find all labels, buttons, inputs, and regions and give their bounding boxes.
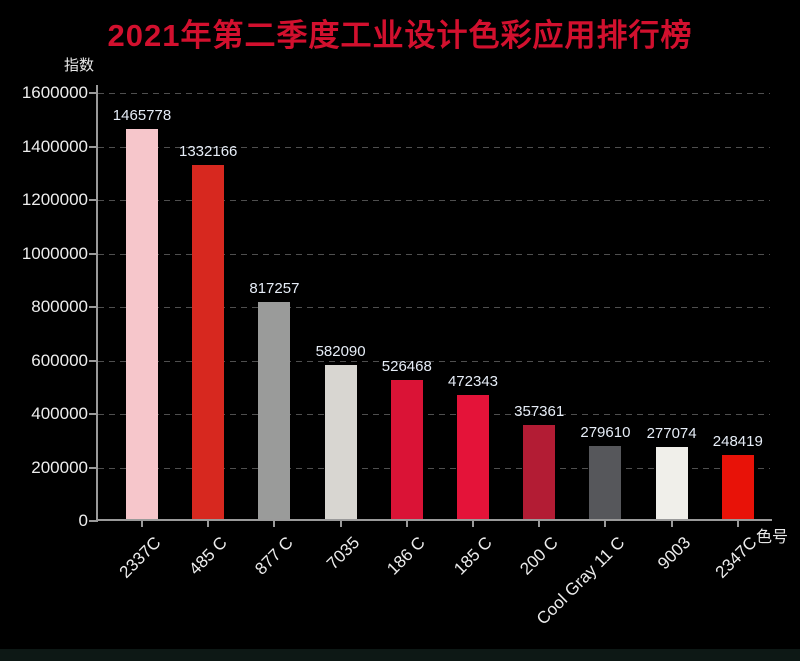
x-axis-tick: [339, 521, 342, 527]
x-axis-line: [96, 519, 772, 521]
bar-value-label: 1465778: [112, 106, 172, 124]
x-axis-tick: [273, 521, 276, 527]
gridline: [98, 414, 770, 415]
bar-185-C: [457, 394, 489, 521]
bar-186-C: [390, 380, 423, 521]
bar-value-label: 1332166: [178, 142, 238, 160]
y-axis-tick-label: 1200000: [21, 190, 88, 209]
x-axis-category-label: 485 C: [185, 533, 231, 579]
bar-value-label: 279610: [580, 424, 631, 442]
gridline: [98, 360, 770, 362]
y-axis-tick-label: 800000: [31, 297, 88, 316]
chart-title: 2021年第二季度工业设计色彩应用排行榜: [107, 18, 693, 53]
y-axis-tick-label: 600000: [31, 350, 88, 370]
x-axis-tick: [670, 521, 673, 527]
x-axis-category-label: 185 C: [449, 533, 496, 579]
y-axis-tick-label: 200000: [31, 457, 88, 477]
y-axis-tick-label: 0: [78, 511, 88, 530]
y-axis-tick: [89, 466, 96, 469]
y-axis-tick: [89, 520, 96, 522]
bar-877-C: [258, 302, 291, 521]
gridline: [98, 200, 770, 201]
bar-2347C: [721, 454, 754, 521]
bar-value-label: 472343: [447, 372, 499, 390]
gridline: [98, 307, 770, 308]
x-axis-category-label: 2347C: [711, 533, 761, 582]
x-axis-tick: [141, 521, 143, 527]
bar-value-label: 357361: [514, 403, 565, 421]
y-axis-tick-label: 1400000: [21, 136, 88, 156]
gridline: [98, 146, 770, 148]
bar-9003: [655, 446, 688, 521]
y-axis-line: [96, 85, 98, 522]
y-axis-tick-label: 400000: [31, 404, 88, 423]
bar-200-C: [523, 425, 556, 521]
x-axis-tick: [538, 521, 541, 527]
bar-value-label: 582090: [315, 343, 366, 361]
y-axis-tick: [89, 92, 96, 94]
bottom-strip: [0, 649, 800, 661]
gridline: [98, 93, 770, 94]
bar-value-label: 526468: [381, 358, 432, 376]
y-axis-tick: [89, 145, 96, 148]
x-axis-category-label: 7035: [322, 533, 364, 574]
bar-485-C: [192, 164, 225, 521]
gridline: [98, 467, 770, 469]
x-axis-tick: [736, 521, 739, 527]
y-axis-tick: [89, 306, 96, 308]
x-axis-title: 色号: [756, 529, 789, 546]
x-axis-category-label: 877 C: [251, 533, 297, 579]
y-axis-tick: [89, 199, 96, 201]
x-axis-category-label: 9003: [653, 533, 695, 574]
y-axis-title: 指数: [64, 57, 95, 74]
x-axis-category-label: 186 C: [383, 533, 430, 579]
y-axis-tick: [89, 252, 96, 255]
x-axis-category-label: 2337C: [115, 533, 165, 582]
bar-2337C: [126, 128, 158, 521]
bar-Cool-Gray-11-C: [589, 446, 622, 521]
x-axis-tick: [604, 521, 607, 527]
x-axis-category-label: 200 C: [516, 533, 562, 579]
x-axis-tick: [207, 521, 210, 527]
x-axis-tick: [405, 521, 408, 527]
bar-value-label: 817257: [249, 280, 300, 298]
y-axis-tick-label: 1000000: [21, 243, 88, 263]
y-axis-tick: [89, 413, 96, 415]
gridline: [98, 253, 770, 255]
bar-value-label: 248419: [712, 432, 763, 450]
y-axis-tick-label: 1600000: [21, 83, 88, 102]
bar-value-label: 277074: [646, 424, 697, 442]
bar-7035: [324, 365, 357, 521]
x-axis-tick: [472, 521, 474, 527]
y-axis-tick: [89, 359, 96, 362]
